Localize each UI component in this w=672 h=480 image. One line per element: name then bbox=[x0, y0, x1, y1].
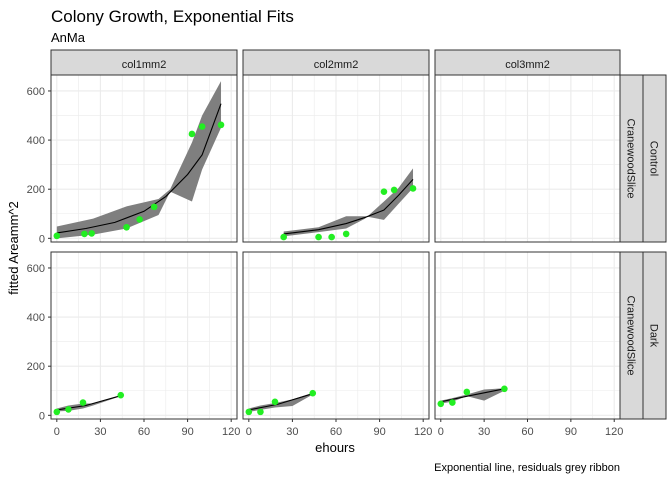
y-tick-label: 200 bbox=[27, 184, 45, 196]
data-point bbox=[217, 121, 225, 129]
x-axis-title: ehours bbox=[315, 440, 355, 455]
data-point bbox=[342, 230, 350, 238]
data-point bbox=[123, 223, 130, 231]
panel-border bbox=[434, 74, 621, 243]
data-point bbox=[117, 391, 125, 399]
residual-ribbon bbox=[56, 81, 222, 239]
y-tick-label: 600 bbox=[27, 86, 45, 98]
x-tick-label: 90 bbox=[181, 426, 193, 438]
y-tick-label: 200 bbox=[27, 361, 45, 373]
row-strip-label: CranewoodSlice bbox=[625, 295, 637, 375]
fit-line bbox=[248, 393, 313, 411]
panel-r1-c1: 0 30 60 90 120 bbox=[242, 251, 432, 438]
x-tick-label: 60 bbox=[521, 426, 533, 438]
fit-line bbox=[440, 388, 505, 403]
data-point bbox=[328, 233, 335, 241]
data-point bbox=[150, 203, 158, 211]
y-tick-label: 400 bbox=[27, 135, 45, 147]
col-strip-label: col3mm2 bbox=[505, 59, 550, 71]
data-point bbox=[380, 188, 388, 195]
data-point bbox=[53, 408, 61, 416]
data-point bbox=[136, 216, 143, 223]
panel-r0-c2 bbox=[434, 74, 621, 243]
panel-r0-c0: 0 200 400 600 bbox=[27, 74, 238, 245]
col-strip-col1mm2 bbox=[50, 49, 238, 76]
x-tick-label: 0 bbox=[438, 426, 444, 438]
x-tick-label: 120 bbox=[605, 426, 623, 438]
row-strip-label: Control bbox=[648, 141, 660, 176]
data-point bbox=[79, 399, 87, 406]
data-point bbox=[88, 230, 95, 237]
row-strip-label: Dark bbox=[648, 324, 660, 348]
data-point bbox=[81, 230, 88, 238]
data-point bbox=[271, 398, 279, 406]
x-tick-label: 60 bbox=[138, 426, 150, 438]
y-tick-label: 400 bbox=[27, 312, 45, 324]
data-point bbox=[315, 233, 322, 241]
col-strip-label: col1mm2 bbox=[122, 59, 167, 71]
x-tick-label: 30 bbox=[286, 426, 298, 438]
col-strip-label: col2mm2 bbox=[314, 59, 359, 71]
panel-r1-c0: 0 200 400 600 0 30 60 90 120 bbox=[27, 251, 240, 438]
chart-title: Colony Growth, Exponential Fits bbox=[51, 7, 294, 26]
x-tick-label: 30 bbox=[478, 426, 490, 438]
row-strip-outer-0 bbox=[642, 74, 667, 243]
y-tick-label: 0 bbox=[39, 410, 45, 422]
y-tick-label: 600 bbox=[27, 263, 45, 275]
panel-border bbox=[50, 74, 238, 243]
col-strip-col2mm2 bbox=[242, 49, 430, 76]
x-tick-label: 120 bbox=[414, 426, 432, 438]
row-strip-label: CranewoodSlice bbox=[625, 118, 637, 198]
panel-border bbox=[242, 74, 430, 243]
data-point bbox=[501, 385, 508, 393]
x-tick-label: 0 bbox=[246, 426, 252, 438]
panels-group: col1mm2 col2mm2 col3mm2 CranewoodSlice Contr… bbox=[27, 49, 667, 438]
x-tick-label: 30 bbox=[94, 426, 106, 438]
data-point bbox=[198, 123, 206, 130]
data-point bbox=[390, 186, 398, 194]
data-point bbox=[53, 232, 61, 240]
data-point bbox=[257, 408, 264, 416]
data-point bbox=[245, 408, 253, 416]
data-point bbox=[280, 233, 287, 241]
x-tick-label: 60 bbox=[330, 426, 342, 438]
panel-r1-c2: 0 30 60 90 120 bbox=[434, 251, 623, 438]
y-axis-title: fitted Areamm^2 bbox=[6, 201, 21, 295]
data-point bbox=[309, 389, 317, 397]
data-point bbox=[65, 406, 72, 413]
data-point bbox=[449, 399, 456, 406]
fit-line bbox=[283, 179, 414, 235]
x-tick-label: 0 bbox=[54, 426, 60, 438]
x-tick-label: 120 bbox=[222, 426, 240, 438]
chart-caption: Exponential line, residuals grey ribbon bbox=[434, 462, 620, 474]
data-point bbox=[463, 388, 471, 396]
x-tick-label: 90 bbox=[373, 426, 385, 438]
data-point bbox=[409, 185, 417, 192]
x-tick-label: 90 bbox=[565, 426, 577, 438]
chart-subtitle: AnMa bbox=[51, 30, 86, 45]
panel-r0-c1 bbox=[242, 74, 430, 243]
row-strip-outer-1 bbox=[642, 251, 667, 420]
data-point bbox=[437, 400, 445, 408]
y-tick-label: 0 bbox=[39, 233, 45, 245]
data-point bbox=[188, 130, 196, 138]
